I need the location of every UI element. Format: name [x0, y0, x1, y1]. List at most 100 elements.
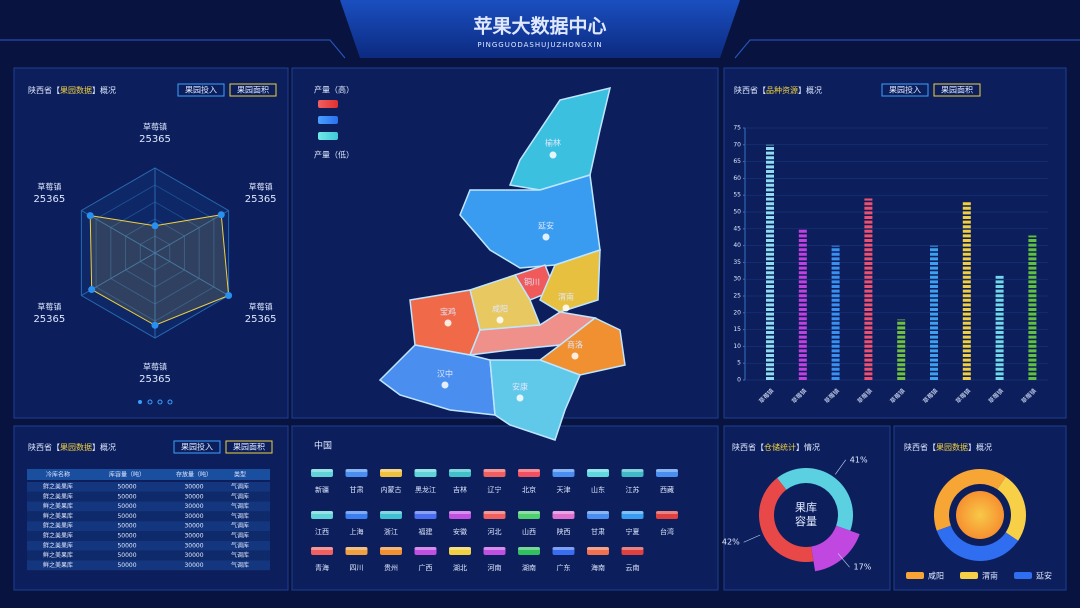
province-label[interactable]: 天津 — [557, 486, 571, 494]
table-header: 存放量（吨） — [176, 471, 212, 479]
province-chip[interactable] — [414, 547, 437, 555]
button[interactable] — [225, 440, 273, 454]
region-dot — [562, 304, 570, 312]
province-chip[interactable] — [621, 547, 644, 555]
province-chip[interactable] — [311, 547, 333, 555]
button[interactable] — [229, 83, 277, 97]
province-chip[interactable] — [345, 547, 368, 555]
table-cell: 鲜之美果库 — [43, 561, 73, 569]
province-chip[interactable] — [449, 469, 471, 477]
center-label: 容量 — [795, 514, 817, 528]
province-chip[interactable] — [380, 469, 402, 477]
province-chip[interactable] — [380, 547, 402, 555]
title-part: 陕西省【 — [734, 85, 766, 95]
province-label[interactable]: 山西 — [522, 527, 536, 536]
province-label[interactable]: 台湾 — [660, 527, 674, 536]
province-chip[interactable] — [621, 511, 644, 519]
province-chip[interactable] — [621, 469, 644, 477]
region[interactable] — [489, 359, 581, 441]
button-label[interactable]: 果园投入 — [889, 85, 921, 95]
province-chip[interactable] — [552, 469, 575, 477]
province-label[interactable]: 安徽 — [453, 527, 467, 536]
province-chip[interactable] — [552, 511, 575, 519]
province-chip[interactable] — [552, 547, 575, 555]
button[interactable] — [177, 83, 225, 97]
button-label[interactable]: 果园面积 — [941, 85, 973, 95]
province-label[interactable]: 湖南 — [522, 563, 536, 572]
button[interactable] — [173, 440, 221, 454]
province-label[interactable]: 吉林 — [453, 485, 467, 494]
province-chip[interactable] — [449, 547, 471, 555]
pager-dot[interactable] — [157, 399, 163, 405]
pager-dot[interactable] — [167, 399, 173, 405]
region-label: 铜川 — [524, 277, 540, 287]
province-label[interactable]: 山东 — [591, 485, 605, 494]
region[interactable] — [508, 86, 612, 191]
province-chip[interactable] — [483, 547, 506, 555]
province-chip[interactable] — [518, 511, 540, 519]
province-chip[interactable] — [587, 547, 609, 555]
province-label[interactable]: 内蒙古 — [381, 485, 402, 494]
province-chip[interactable] — [311, 469, 333, 477]
y-tick-label: 70 — [733, 141, 741, 148]
province-label[interactable]: 北京 — [522, 485, 536, 494]
province-chip[interactable] — [345, 511, 368, 519]
region[interactable] — [468, 311, 597, 356]
province-label[interactable]: 黑龙江 — [415, 485, 436, 494]
pie-slice — [777, 467, 854, 531]
title-part: 果园数据 — [936, 442, 968, 452]
province-chip[interactable] — [449, 511, 471, 519]
button-label[interactable]: 果园投入 — [181, 442, 213, 452]
province-label[interactable]: 四川 — [350, 564, 364, 572]
province-label[interactable]: 新疆 — [315, 485, 329, 494]
pager-dot[interactable] — [147, 399, 153, 405]
province-label[interactable]: 甘肃 — [350, 485, 364, 494]
province-label[interactable]: 海南 — [591, 563, 605, 572]
province-chip[interactable] — [656, 469, 678, 477]
province-label[interactable]: 陕西 — [557, 527, 571, 536]
province-label[interactable]: 福建 — [419, 527, 433, 536]
province-chip[interactable] — [518, 547, 540, 555]
province-chip[interactable] — [311, 511, 333, 519]
y-tick-label: 30 — [733, 276, 741, 283]
button-label[interactable]: 果园面积 — [233, 442, 265, 452]
province-label[interactable]: 贵州 — [384, 563, 398, 572]
province-label[interactable]: 浙江 — [384, 527, 398, 536]
province-label[interactable]: 青海 — [315, 563, 329, 572]
province-label[interactable]: 云南 — [626, 563, 640, 572]
region[interactable] — [539, 248, 601, 313]
button-label[interactable]: 果园面积 — [237, 85, 269, 95]
province-label[interactable]: 西藏 — [660, 485, 674, 494]
province-chip[interactable] — [483, 511, 506, 519]
button[interactable] — [881, 83, 929, 97]
province-label[interactable]: 江西 — [315, 528, 329, 536]
province-label[interactable]: 辽宁 — [488, 485, 502, 494]
province-label[interactable]: 河南 — [488, 563, 502, 572]
pager-dot[interactable] — [138, 400, 142, 404]
province-label[interactable]: 江苏 — [626, 485, 640, 494]
pie-label: 41% — [850, 455, 868, 464]
radar-value: 25365 — [245, 194, 277, 205]
province-label[interactable]: 宁夏 — [626, 527, 640, 536]
radar-point — [217, 211, 225, 219]
province-label[interactable]: 湖北 — [453, 563, 467, 572]
province-chip[interactable] — [414, 511, 437, 519]
province-label[interactable]: 河北 — [488, 528, 502, 536]
button-label[interactable]: 果园投入 — [185, 85, 217, 95]
table-cell: 鲜之美果库 — [43, 502, 73, 510]
province-chip[interactable] — [656, 511, 678, 519]
province-label[interactable]: 上海 — [350, 527, 364, 536]
province-label[interactable]: 甘肃 — [591, 527, 605, 536]
province-label[interactable]: 广东 — [557, 563, 571, 572]
province-chip[interactable] — [414, 469, 437, 477]
province-chip[interactable] — [345, 469, 368, 477]
province-chip[interactable] — [587, 469, 609, 477]
button[interactable] — [933, 83, 981, 97]
province-chip[interactable] — [587, 511, 609, 519]
province-label[interactable]: 广西 — [419, 563, 433, 572]
header-line — [0, 39, 1080, 59]
province-chip[interactable] — [518, 469, 540, 477]
province-chip[interactable] — [380, 511, 402, 519]
province-chip[interactable] — [483, 469, 506, 477]
table-cell: 气调库 — [231, 492, 249, 500]
